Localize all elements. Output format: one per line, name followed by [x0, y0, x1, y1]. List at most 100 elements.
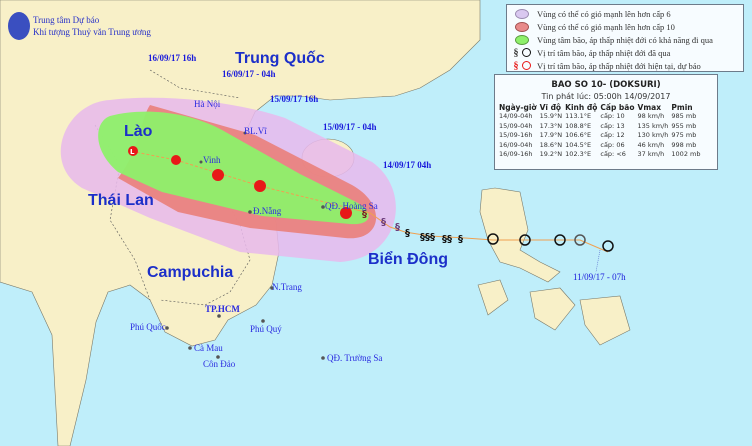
table-cell: 16/09-16h — [499, 150, 533, 158]
legend-item: Vùng tâm bão, áp thấp nhiệt đới có khả n… — [507, 34, 743, 46]
table-cell: 98 km/h — [637, 112, 665, 120]
city-da-nang: Đ.Nẵng — [253, 206, 282, 216]
lavender-oval-icon — [515, 9, 529, 19]
time-label: 15/09/17 16h — [270, 94, 319, 104]
forecast-low-letter: L — [130, 148, 135, 156]
philippine-islands — [477, 279, 631, 346]
table-cell: 985 mb — [671, 112, 697, 120]
black-storm-icon: § — [513, 47, 519, 59]
place-phu-quy: Phú Quý — [250, 324, 282, 334]
table-cell: 975 mb — [671, 131, 697, 139]
place-phu-quoc: Phú Quốc — [130, 322, 166, 332]
bulletin-issued: Tin phát lúc: 05:00h 14/09/2017 — [541, 92, 671, 101]
table-cell: 1002 mb — [671, 150, 701, 158]
table-cell: 15/09-16h — [499, 131, 533, 139]
past-circle — [519, 234, 531, 246]
table-cell: 37 km/h — [637, 150, 665, 158]
col-header: Kinh độ — [565, 103, 598, 112]
legend-item: § Vị trí tâm bão, áp thấp nhiệt đới hiện … — [507, 60, 743, 72]
legend-label: Vùng có thể có gió mạnh lên hơn cấp 10 — [537, 22, 675, 32]
red-oval-icon — [515, 22, 529, 32]
table-cell: 17.9°N — [539, 131, 563, 139]
past-storm-icon: § — [381, 217, 386, 228]
bulletin-title: BAO SO 10- (DOKSURI) — [551, 80, 661, 90]
forecast-track-line — [134, 151, 358, 211]
table-cell: cấp: 10 — [600, 112, 625, 120]
table-cell: 18.6°N — [539, 140, 563, 149]
time-label: 16/09/17 16h — [148, 53, 197, 63]
forecast-storm-icon — [171, 155, 181, 165]
past-storm-icon: § — [362, 209, 367, 220]
time-label: 11/09/17 - 07h — [573, 272, 626, 282]
black-circle-icon — [521, 47, 531, 57]
city-hanoi: Hà Nội — [194, 99, 221, 109]
table-cell: 130 km/h — [637, 131, 669, 139]
table-cell: 14/09-04h — [499, 112, 533, 120]
current-storm-icon — [340, 207, 352, 219]
legend-label: Vùng tâm bão, áp thấp nhiệt đới có khả n… — [537, 35, 713, 45]
table-cell: 106.6°E — [565, 131, 592, 139]
org-header: Trung tâm Dự báo Khí tượng Thuỷ văn Trun… — [8, 12, 151, 40]
forecast-low-icon — [128, 146, 138, 156]
leader-line — [595, 249, 601, 273]
past-positions: § §§ §§§ § § § § — [362, 209, 614, 252]
legend-item: Vùng có thể có gió mạnh lên hơn cấp 10 — [507, 21, 743, 33]
nchmf-logo — [8, 12, 30, 40]
legend-label: Vị trí tâm bão, áp thấp nhiệt đới hiện t… — [537, 61, 701, 71]
table-row: 14/09-04h 15.9°N 113.1°E cấp: 10 98 km/h 985 … — [499, 112, 703, 122]
place-ca-mau: Cà Mau — [194, 343, 223, 353]
label-thailand: Thái Lan — [88, 192, 154, 209]
time-label: 15/09/17 - 04h — [323, 122, 377, 132]
past-track-line — [356, 209, 609, 253]
table-cell: 19.2°N — [539, 150, 563, 158]
past-storm-icon: § — [458, 234, 463, 245]
time-label: 14/09/17 04h — [383, 160, 432, 170]
city-nha-trang: N.Trang — [272, 282, 302, 292]
table-cell: 46 km/h — [637, 140, 665, 149]
table-cell: 15/09-04h — [499, 121, 533, 130]
past-storm-icon: §§ — [442, 234, 452, 245]
label-china: Trung Quốc — [235, 50, 325, 67]
green-oval-icon — [515, 35, 529, 45]
legend-label: Vị trí tâm bão, áp thấp nhiệt đới đã qua — [537, 48, 671, 58]
past-storm-icon: §§§ — [420, 232, 435, 243]
table-cell: 17.3°N — [539, 121, 563, 130]
time-label: 16/09/17 - 04h — [222, 69, 276, 79]
org-line1: Trung tâm Dự báo — [33, 15, 100, 25]
table-row: 15/09-04h 17.3°N 108.8°E cấp: 13 135 km/h 955… — [499, 122, 703, 132]
label-east-sea: Biển Đông — [368, 251, 448, 268]
table-cell: cấp: 13 — [600, 121, 625, 130]
city-vinh: Vinh — [203, 155, 221, 165]
label-laos: Lào — [124, 123, 153, 140]
table-cell: 998 mb — [671, 140, 697, 149]
forecast-storm-icon — [254, 180, 266, 192]
table-row: 16/09-16h 19.2°N 102.3°E cấp: <6 37 km/h 1002… — [499, 150, 703, 160]
past-circle — [487, 233, 499, 245]
city-hcm: TP.HCM — [205, 304, 240, 314]
table-row: 15/09-16h 17.9°N 106.6°E cấp: 12 130 km/h 975… — [499, 131, 703, 141]
legend-item: § Vị trí tâm bão, áp thấp nhiệt đới đã qu… — [507, 47, 743, 59]
legend-label: Vùng có thể có gió mạnh lên hơn cấp 6 — [537, 9, 671, 19]
table-cell: 102.3°E — [565, 150, 592, 158]
place-truong-sa: QĐ. Trường Sa — [327, 353, 383, 363]
org-line2: Khí tượng Thuỷ văn Trung ương — [33, 27, 151, 37]
table-cell: cấp: <6 — [600, 150, 626, 158]
forecast-table: Ngày-giờ Vĩ độ Kinh độ Cấp bão Vmax Pmin… — [499, 103, 703, 160]
table-cell: 104.5°E — [565, 140, 592, 149]
map-legend: Vùng có thể có gió mạnh lên hơn cấp 6 Vù… — [506, 4, 744, 72]
col-header: Vĩ độ — [539, 103, 562, 112]
table-header: Ngày-giờ Vĩ độ Kinh độ Cấp bão Vmax Pmin — [499, 103, 703, 112]
past-circle — [602, 240, 614, 252]
table-row: 16/09-04h 18.6°N 104.5°E cấp: 06 46 km/h 998 … — [499, 141, 703, 151]
legend-item: Vùng có thể có gió mạnh lên hơn cấp 6 — [507, 8, 743, 20]
place-hoang-sa: QĐ. Hoàng Sa — [325, 201, 378, 211]
forecast-positions: L — [128, 146, 352, 219]
red-storm-icon: § — [513, 60, 519, 72]
place-con-dao: Côn Đảo — [203, 359, 236, 369]
luzon-island — [479, 187, 561, 283]
country-borders — [94, 69, 251, 306]
past-circle — [574, 234, 586, 246]
red-circle-icon — [521, 60, 531, 70]
col-header: Ngày-giờ — [499, 103, 537, 112]
